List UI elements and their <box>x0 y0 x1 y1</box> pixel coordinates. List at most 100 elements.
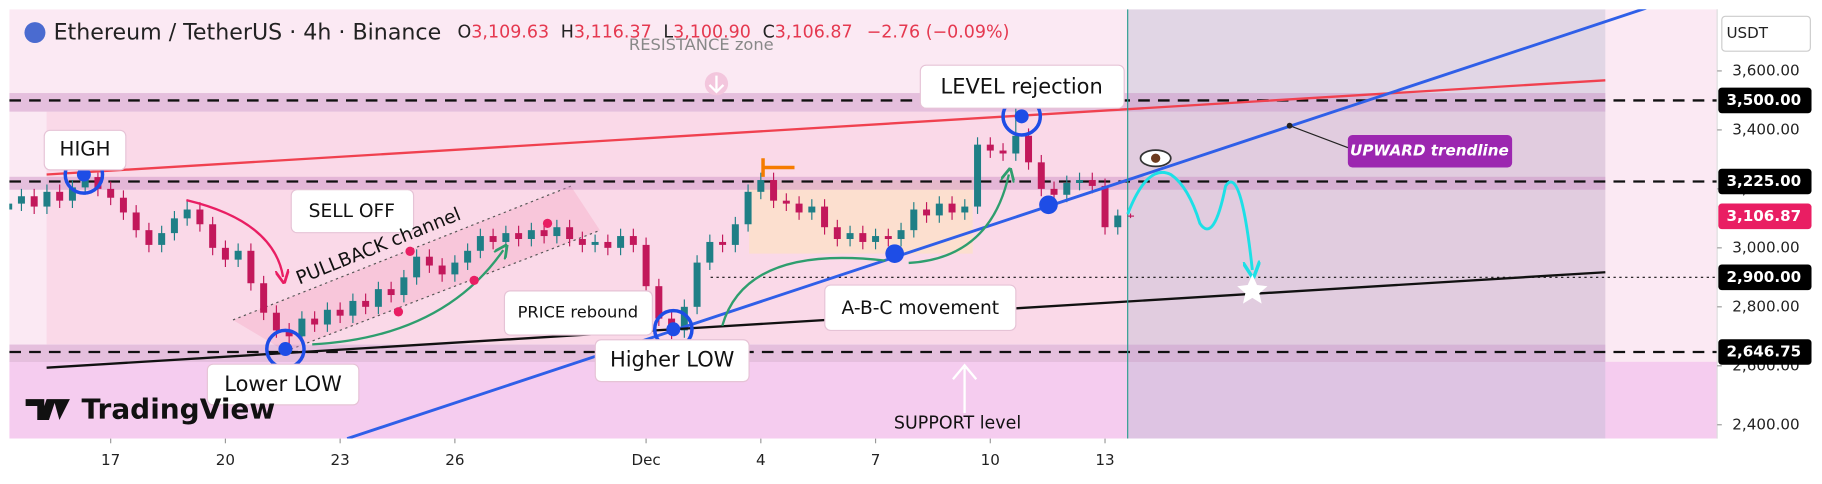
candle-body <box>438 265 446 275</box>
candle-body <box>553 227 561 237</box>
price-label-box <box>1718 339 1812 365</box>
candle-body <box>923 209 931 216</box>
candle-body <box>451 262 459 275</box>
candle-body <box>744 191 752 225</box>
callout-line <box>1289 125 1352 150</box>
projection-path <box>1126 170 1253 270</box>
candle-body <box>680 306 688 331</box>
candle-body <box>323 309 331 325</box>
label-box <box>594 339 750 383</box>
candle-body <box>476 236 484 251</box>
candle-body <box>540 230 548 237</box>
candle-body <box>311 318 319 325</box>
annotation: A-B-C movement <box>842 298 1000 319</box>
candle-body <box>43 191 51 207</box>
candle-body <box>591 241 599 245</box>
candle-body <box>1012 135 1020 154</box>
candle-body <box>948 203 956 213</box>
candle-body <box>910 209 918 231</box>
candle-body <box>158 233 166 245</box>
candle-body <box>884 236 892 240</box>
marker-dot <box>885 244 905 263</box>
candle-body <box>859 233 867 242</box>
ohlc-key: L <box>663 23 673 43</box>
abc-arrow <box>721 256 886 327</box>
candle-body <box>362 300 370 307</box>
x-tick-label: 26 <box>445 451 464 469</box>
label-box <box>919 64 1125 109</box>
ohlc-value: 3,109.63 <box>471 23 549 43</box>
candle-body <box>527 230 535 240</box>
y-tick-label: 2,400.00 <box>1732 415 1799 433</box>
x-tick-label: 17 <box>101 451 120 469</box>
label-box <box>824 284 1017 332</box>
candle-body <box>349 300 357 316</box>
candle-body <box>566 227 574 240</box>
zone <box>9 344 1606 362</box>
candle-body <box>808 206 816 213</box>
zone <box>9 176 1606 190</box>
candle-body <box>617 236 625 248</box>
candle-body <box>1088 180 1096 186</box>
annotation: LEVEL rejection <box>941 74 1103 98</box>
candle-body <box>374 289 382 307</box>
ohlc-key: H <box>561 23 574 43</box>
candle-body <box>986 144 994 151</box>
candle-body <box>425 256 433 266</box>
zones <box>9 93 1606 362</box>
candle-body <box>298 318 306 337</box>
y-tick-label: 3,400.00 <box>1732 120 1799 138</box>
candle-body <box>464 250 472 263</box>
candle-body <box>1037 162 1045 189</box>
candle-body <box>821 206 829 228</box>
candle-body <box>897 230 905 240</box>
marker-dot <box>278 342 293 357</box>
candle-body <box>1127 215 1135 217</box>
candle-body <box>145 230 153 245</box>
candle-body <box>285 330 293 337</box>
plot-background <box>9 9 1718 439</box>
symbol-icon <box>24 22 46 44</box>
candle-body <box>693 262 701 307</box>
header-text: Ethereum / TetherUS · 4h · Binance O3,10… <box>54 19 1010 45</box>
arrow-icon <box>708 75 725 94</box>
x-tick-label: Dec <box>631 451 660 469</box>
candle-body <box>234 250 242 260</box>
currency: USDT <box>1726 24 1768 42</box>
header: Ethereum / TetherUS · 4h · Binance O3,10… <box>24 19 1009 45</box>
candle-body <box>795 203 803 213</box>
price-label: 3,225.00 <box>1726 172 1801 190</box>
selloff-arrow <box>186 198 283 277</box>
annotation: RESISTANCE zone <box>629 35 774 54</box>
candle-body <box>604 241 612 248</box>
x-tick-label: 20 <box>216 451 235 469</box>
marker-dot <box>1014 109 1029 124</box>
candle-body <box>502 233 510 242</box>
rebound-arrow <box>312 250 503 346</box>
marker-dot <box>1039 195 1058 215</box>
candle-body <box>961 206 969 213</box>
candle-body <box>489 236 497 242</box>
symbol: Ethereum / TetherUS · 4h · Binance <box>54 19 442 45</box>
price-axis: USDT 2,400.002,600.002,800.003,000.003,2… <box>9 9 1822 484</box>
candle-body <box>209 224 217 248</box>
candle-body <box>731 224 739 245</box>
candle-body <box>706 241 714 263</box>
eye-icon <box>1150 153 1161 163</box>
label-box <box>503 290 653 336</box>
candle-body <box>974 144 982 207</box>
candle-body <box>221 247 229 260</box>
price-label-box <box>1718 87 1812 114</box>
candle-body <box>183 209 191 219</box>
candle-body <box>515 233 523 240</box>
candle-body <box>935 203 943 216</box>
currency-box <box>1721 15 1811 52</box>
candle-body <box>94 177 102 189</box>
abc-arrow <box>908 175 1009 265</box>
y-tick-label: 3,000.00 <box>1732 238 1799 256</box>
ohlc-value: 3,106.87 <box>775 23 853 43</box>
candle-body <box>56 191 64 201</box>
marker-dot <box>405 246 415 256</box>
